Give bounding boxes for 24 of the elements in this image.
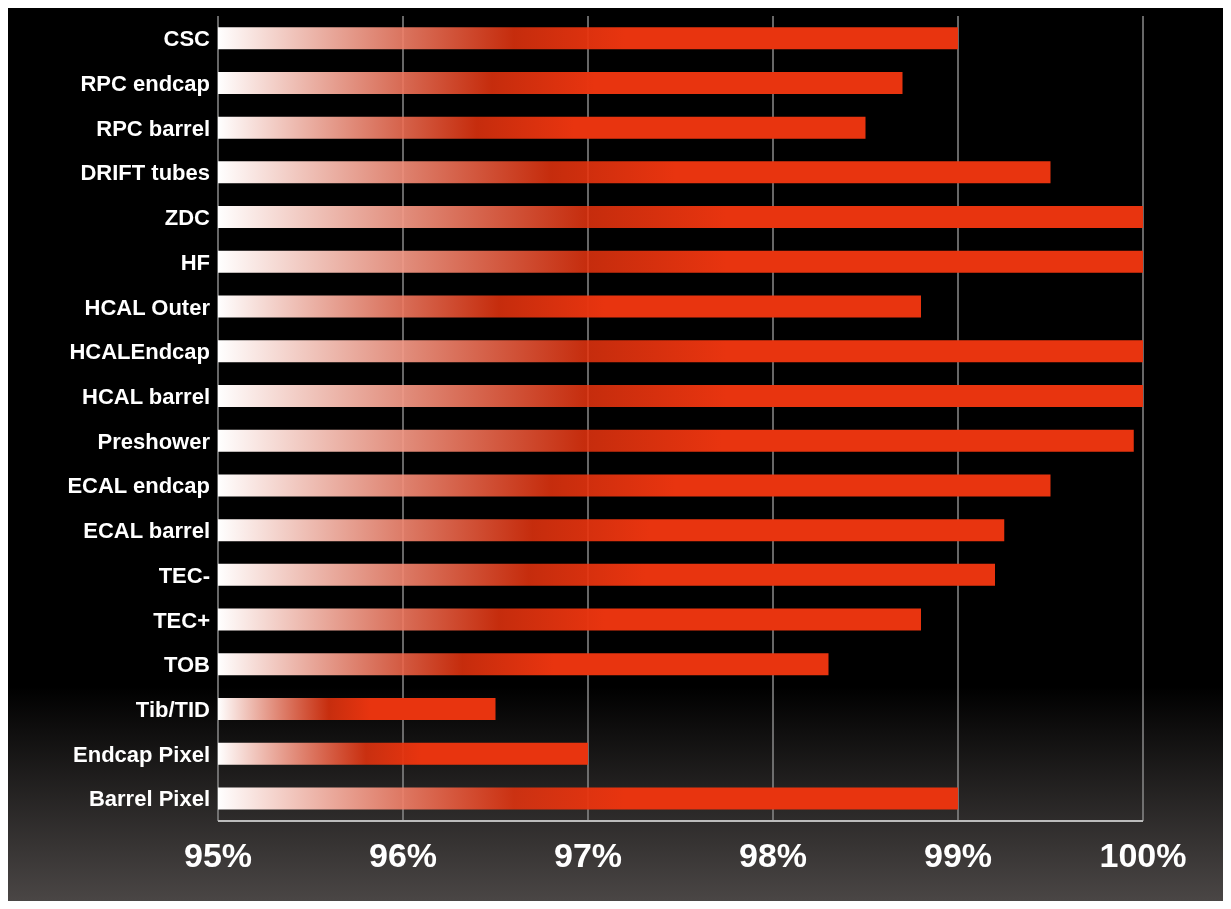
x-tick-label: 96% [368, 836, 438, 875]
y-tick-label: RPC endcap [80, 70, 210, 96]
x-tick-label: 99% [923, 836, 993, 875]
y-tick-label: HCALEndcap [69, 339, 210, 365]
y-tick-label: HCAL Outer [84, 294, 211, 320]
y-tick-label: Barrel Pixel [88, 786, 210, 812]
x-tick-label: 98% [738, 836, 808, 875]
y-tick-label: RPC barrel [96, 115, 210, 141]
y-tick-label: ZDC [164, 205, 211, 231]
x-tick-label: 100% [1099, 836, 1187, 875]
y-tick-label: Endcap Pixel [73, 741, 210, 767]
y-tick-label: Preshower [97, 428, 211, 454]
y-tick-label: ECAL barrel [83, 518, 210, 544]
y-tick-label: CSC [163, 26, 211, 52]
y-tick-label: TEC+ [153, 607, 210, 633]
y-tick-label: DRIFT tubes [80, 160, 210, 186]
y-tick-label: Tib/TID [135, 697, 210, 722]
x-tick-label: 95% [183, 836, 253, 875]
y-tick-label: TEC- [158, 562, 210, 588]
y-tick-label: ECAL endcap [67, 473, 210, 499]
y-tick-label: TOB [163, 652, 210, 678]
y-tick-label: HF [180, 249, 210, 275]
x-tick-label: 97% [553, 836, 623, 875]
y-tick-label: HCAL barrel [82, 383, 210, 409]
